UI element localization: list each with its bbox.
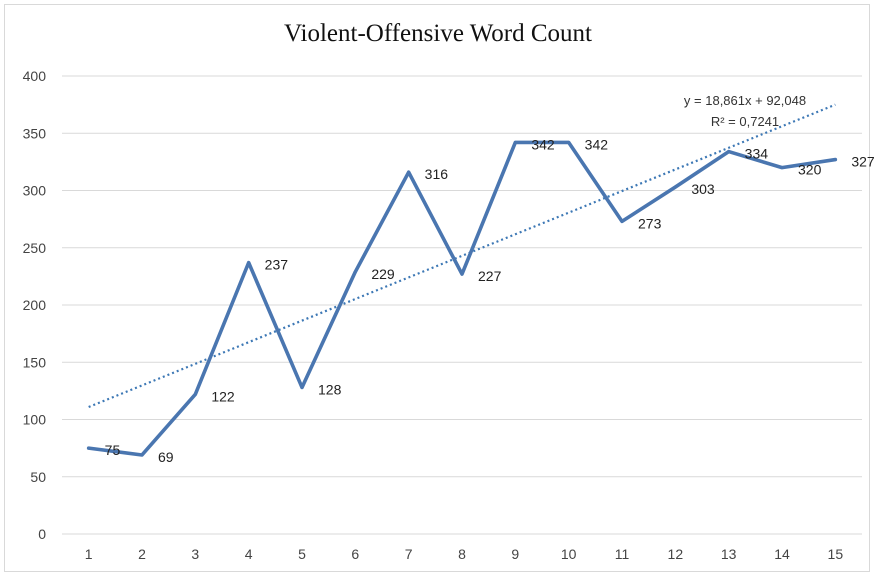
data-point (513, 140, 517, 144)
data-point (567, 140, 571, 144)
x-tick-label: 6 (351, 546, 359, 562)
x-tick-label: 15 (828, 546, 844, 562)
data-point (673, 185, 677, 189)
data-point (620, 219, 624, 223)
y-tick-label: 250 (23, 240, 47, 256)
data-point (87, 446, 91, 450)
y-tick-label: 50 (30, 469, 46, 485)
data-label: 229 (371, 266, 395, 282)
data-point (140, 453, 144, 457)
chart-frame (4, 4, 870, 572)
y-tick-label: 0 (38, 526, 46, 542)
chart-title: Violent-Offensive Word Count (283, 20, 593, 47)
y-tick-label: 400 (23, 68, 47, 84)
x-tick-label: 14 (774, 546, 790, 562)
data-label: 237 (265, 257, 289, 273)
y-tick-label: 150 (23, 354, 47, 370)
trendline-r-squared: R² = 0,7241 (711, 114, 779, 129)
trendline-equation: y = 18,861x + 92,048 (684, 93, 806, 108)
data-label: 122 (211, 388, 235, 404)
data-point (353, 270, 357, 274)
y-tick-label: 200 (23, 297, 47, 313)
data-label: 316 (425, 166, 449, 182)
data-label: 342 (531, 136, 555, 152)
x-tick-label: 2 (138, 546, 146, 562)
data-label: 227 (478, 268, 502, 284)
y-tick-label: 350 (23, 125, 47, 141)
x-tick-label: 10 (561, 546, 577, 562)
data-label: 320 (798, 162, 822, 178)
data-point (247, 261, 251, 265)
x-axis-tick-labels: 1 2 3 4 5 6 7 8 9 10 11 12 13 14 15 (85, 546, 844, 562)
data-point (300, 385, 304, 389)
x-tick-label: 3 (191, 546, 199, 562)
trendline (88, 103, 836, 409)
data-label: 69 (158, 449, 174, 465)
y-axis-tick-labels: 0 50 100 150 200 250 300 350 400 (23, 68, 47, 542)
data-point (460, 272, 464, 276)
data-label: 327 (851, 154, 875, 170)
data-labels: 75 69 122 237 128 229 316 227 342 342 273 303 334 320… (105, 136, 875, 465)
series-group (86, 140, 838, 457)
data-label: 303 (691, 181, 715, 197)
data-point (780, 166, 784, 170)
data-label: 75 (105, 442, 121, 458)
x-tick-label: 12 (668, 546, 684, 562)
x-tick-label: 8 (458, 546, 466, 562)
trendline-group (88, 103, 836, 409)
data-point (727, 150, 731, 154)
data-point (407, 170, 411, 174)
x-tick-label: 9 (511, 546, 519, 562)
x-tick-label: 4 (245, 546, 253, 562)
series-line (86, 140, 838, 457)
data-label: 273 (638, 215, 662, 231)
x-tick-label: 7 (405, 546, 413, 562)
x-tick-label: 1 (85, 546, 93, 562)
data-label: 342 (585, 136, 609, 152)
x-tick-label: 13 (721, 546, 737, 562)
y-tick-label: 100 (23, 412, 47, 428)
y-tick-label: 300 (23, 183, 47, 199)
data-label: 128 (318, 381, 342, 397)
x-tick-label: 5 (298, 546, 306, 562)
data-point (193, 392, 197, 396)
data-point (833, 158, 837, 162)
gridlines (62, 75, 862, 535)
data-label: 334 (745, 146, 769, 162)
x-tick-label: 11 (615, 546, 630, 562)
